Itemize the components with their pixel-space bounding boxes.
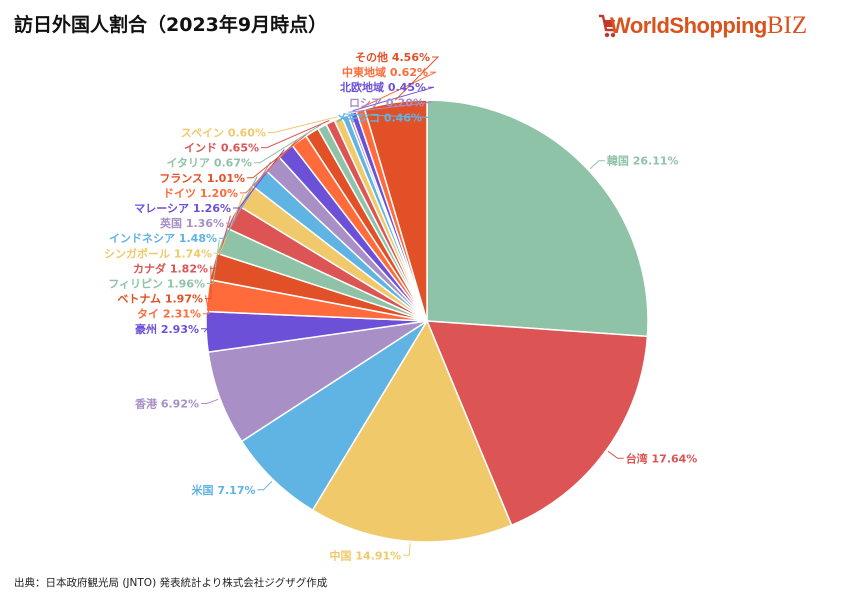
slice-3-wedge[interactable]	[311, 319, 513, 543]
slice-10-label: カナダ 1.82%	[133, 261, 208, 275]
slice-labels: 韓国 26.11% 台湾 17.64% 中国 14.91% 米国 7.17% 香港 6.…	[104, 50, 697, 562]
logo-suffix: BIZ	[766, 12, 808, 39]
pie-slices	[205, 99, 649, 543]
slice-4-label: 米国 7.17%	[191, 483, 256, 497]
slice-4-wedge[interactable]	[240, 320, 428, 512]
slice-6-label: 豪州 2.93%	[135, 322, 199, 336]
slice-11-leader	[214, 194, 244, 254]
slice-2-label: 台湾 17.64%	[626, 451, 698, 465]
slice-8-leader	[205, 265, 212, 300]
shopping-cart-icon	[599, 14, 616, 38]
slice-8-label: ベトナム 1.97%	[117, 293, 203, 306]
logo-wordmark: WorldShopping	[610, 13, 767, 38]
slice-10-leader	[210, 215, 231, 269]
slice-12-label: インドネシア 1.48%	[109, 232, 217, 245]
slice-1-wedge[interactable]	[426, 99, 649, 338]
slice-16-label: フランス 1.01%	[159, 172, 245, 185]
chart-title: 訪日外国人割合（2023年9月時点）	[14, 14, 328, 36]
slice-18-label: インド 0.65%	[184, 142, 259, 155]
slice-16-leader	[247, 130, 312, 179]
slice-3-label: 中国 14.91%	[330, 548, 402, 562]
slice-19-label: スペイン 0.60%	[181, 127, 266, 140]
source-note: 出典：日本政府観光局 (JNTO) 発表統計より株式会社ジグザグ作成	[14, 577, 328, 589]
slice-24-label: その他 4.56%	[355, 50, 430, 64]
slice-12-leader	[219, 176, 258, 239]
slice-9-leader	[207, 239, 220, 284]
slice-5-leader	[201, 398, 219, 404]
slice-24-leader	[394, 56, 440, 101]
slice-21-label: ロシア 0.20%	[349, 96, 424, 109]
slice-23-leader	[359, 71, 437, 109]
slice-9-label: フィリピン 1.96%	[108, 278, 205, 291]
slice-15-label: ドイツ 1.20%	[163, 187, 238, 200]
slice-15-leader	[240, 138, 299, 194]
slice-11-label: シンガポール 1.74%	[104, 246, 212, 260]
slice-4-leader	[257, 480, 273, 491]
slice-21-leader	[348, 101, 433, 113]
slice-3-leader	[403, 543, 411, 556]
slice-17-leader	[254, 124, 322, 164]
slice-1-leader	[589, 160, 605, 170]
slice-1-label: 韓国 26.11%	[607, 154, 679, 168]
slice-22-leader	[352, 86, 435, 112]
slice-2-leader	[607, 450, 624, 459]
slice-5-label: 香港 6.92%	[134, 397, 199, 411]
slice-13-label: 英国 1.36%	[159, 216, 224, 230]
slice-24-wedge[interactable]	[363, 99, 428, 322]
worldshopping-biz-logo[interactable]: WorldShoppingBIZ	[598, 6, 842, 46]
slice-20-label: メキシコ 0.46%	[336, 111, 422, 124]
slice-22-label: 北欧地域 0.45%	[340, 80, 426, 94]
label-leader-lines	[201, 56, 624, 556]
slice-17-label: イタリア 0.67%	[166, 157, 252, 170]
slice-19-leader	[268, 116, 338, 133]
slice-20-leader	[344, 113, 431, 118]
slice-7-label: タイ 2.31%	[137, 308, 201, 321]
slice-13-leader	[226, 161, 272, 224]
logo-text: WorldShoppingBIZ	[610, 12, 807, 40]
slice-6-leader	[201, 328, 209, 333]
slice-2-wedge[interactable]	[425, 320, 649, 527]
slice-14-label: マレーシア 1.26%	[134, 202, 231, 215]
slice-23-label: 中東地域 0.62%	[342, 65, 428, 79]
slice-7-leader	[203, 295, 210, 315]
slice-18-leader	[261, 120, 330, 149]
